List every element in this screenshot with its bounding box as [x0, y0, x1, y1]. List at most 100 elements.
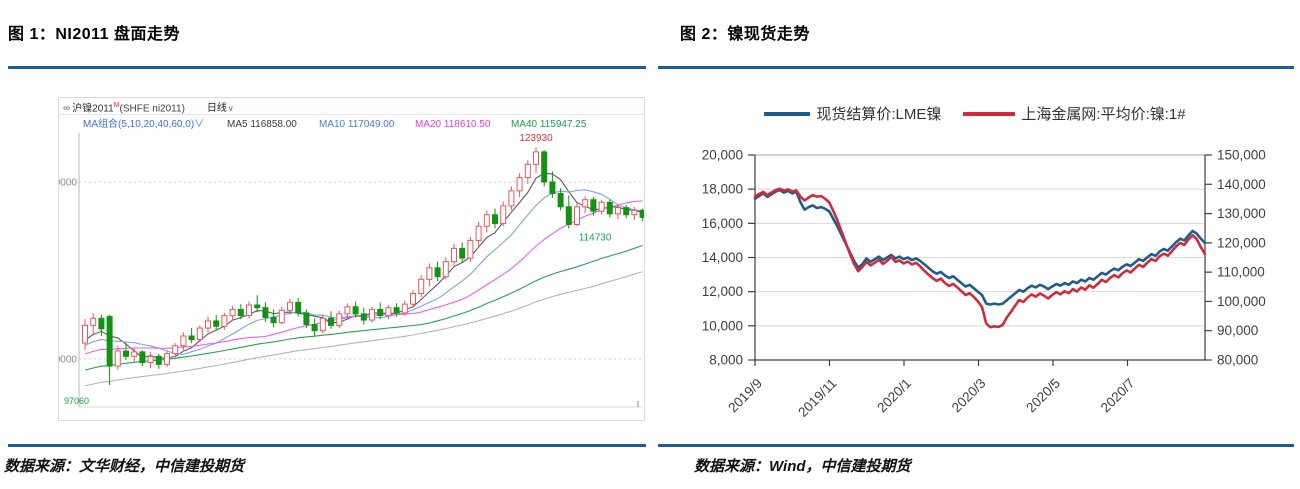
- ma-group-label: MA组合(5,10,20,40,60,0)∨: [83, 117, 204, 130]
- candle: [615, 207, 621, 215]
- figure-1: 图 1：NI2011 盘面走势 ∞ 沪镍2011M(SHFE ni2011) 日线∨…: [4, 26, 646, 475]
- figure-2-bottom-rule: [658, 444, 1294, 447]
- candle: [500, 205, 507, 225]
- chart-legend: 现货结算价:LME镍 上海金属网:平均价:镍:1#: [650, 103, 1300, 124]
- candle: [237, 308, 244, 317]
- candle: [213, 320, 220, 327]
- candle: [295, 301, 302, 314]
- candle: [90, 317, 97, 326]
- figure-1-bottom-rule: [8, 444, 646, 447]
- low-price-label: 97060: [64, 396, 89, 406]
- candle: [639, 209, 644, 218]
- x-axis-label: 2019/9: [725, 376, 765, 416]
- candle: [155, 355, 162, 365]
- candle: [311, 323, 318, 332]
- contract-code: (SHFE ni2011): [119, 103, 185, 115]
- candle: [557, 193, 564, 208]
- candle: [328, 317, 334, 326]
- x-axis-label: 2020/7: [1098, 376, 1138, 416]
- right-axis-label: 80,000: [1217, 353, 1258, 368]
- x-axis-label: 2020/3: [949, 376, 989, 416]
- contract-name: 沪镍2011: [72, 103, 114, 115]
- legend-label-lme: 现货结算价:LME镍: [816, 106, 942, 123]
- figure-1-title: 图 1：NI2011 盘面走势: [8, 26, 181, 43]
- candle: [467, 239, 474, 259]
- terminal-header: ∞ 沪镍2011M(SHFE ni2011) 日线∨: [59, 98, 644, 115]
- candle: [131, 351, 138, 357]
- candle: [270, 316, 277, 324]
- candle: [410, 293, 416, 305]
- right-axis-label: 120,000: [1217, 235, 1266, 250]
- candle: [590, 199, 597, 212]
- candle: [262, 307, 269, 318]
- figure-1-source: 数据来源：文华财经，中信建投期货: [4, 458, 245, 475]
- shmet-line-swatch: [963, 111, 1016, 116]
- left-axis-label: 16,000: [702, 216, 743, 231]
- figure-2-source: 数据来源：Wind，中信建投期货: [694, 458, 911, 475]
- ma-value-ma40: MA40 115947.25: [511, 119, 587, 130]
- swing-low-label: 114730: [579, 233, 612, 244]
- candle: [434, 267, 441, 278]
- ma-value-ma10: MA10 117049.00: [319, 119, 395, 130]
- lme-series-line: [753, 188, 1207, 306]
- candle: [508, 190, 515, 207]
- candle: [139, 351, 146, 364]
- figure-2-title: 图 2：镍现货走势: [680, 26, 810, 43]
- right-axis-label: 140,000: [1217, 177, 1266, 192]
- x-axis-label: 2019/11: [795, 376, 839, 420]
- candle: [303, 312, 310, 325]
- right-axis-label: 100,000: [1217, 294, 1266, 309]
- candle: [360, 313, 367, 321]
- ma60-line: [84, 271, 643, 387]
- ni2011-terminal-chart: ∞沪镍2011M(SHFE ni2011) 日线∨ 120000 100000 MA组…: [58, 97, 645, 421]
- right-axis-label: 90,000: [1217, 323, 1258, 338]
- candle: [246, 304, 252, 317]
- candle: [385, 307, 392, 317]
- ma-value-ma5: MA5 116858.00: [227, 119, 297, 130]
- candle: [565, 206, 572, 225]
- x-axis-label: 2020/5: [1023, 376, 1063, 416]
- candle: [623, 207, 630, 216]
- candle: [98, 317, 105, 330]
- candle: [229, 308, 236, 317]
- left-axis-label: 8,000: [709, 353, 743, 368]
- y-axis-label: 100000: [59, 355, 77, 366]
- candle: [377, 308, 384, 317]
- right-axis-label: 110,000: [1217, 265, 1265, 280]
- candle: [336, 313, 343, 326]
- candle: [352, 306, 359, 315]
- left-axis-label: 20,000: [702, 148, 743, 163]
- candle: [106, 316, 113, 367]
- candle: [172, 345, 179, 355]
- left-axis-label: 18,000: [702, 182, 743, 197]
- candle: [533, 151, 539, 165]
- left-axis-label: 10,000: [702, 318, 743, 333]
- candle: [205, 320, 211, 329]
- candle: [369, 308, 375, 321]
- period-selector: 日线∨: [206, 103, 234, 115]
- candle: [492, 214, 498, 225]
- candle: [459, 247, 466, 259]
- candle: [426, 267, 433, 280]
- chevron-down-icon: ∨: [227, 104, 234, 114]
- figure-1-top-rule: [8, 66, 646, 69]
- y-axis-label: 120000: [59, 178, 77, 189]
- candle: [254, 304, 261, 309]
- spot-price-line-chart: 20,000 18,000 16,000 14,000 12,000 10,000 8,00…: [702, 148, 1266, 420]
- shmet-series-line: [753, 187, 1207, 329]
- legend-label-shmet: 上海金属网:平均价:镍:1#: [1021, 106, 1186, 123]
- candle: [287, 301, 293, 311]
- candle: [319, 317, 326, 332]
- candle: [442, 261, 449, 278]
- candle: [221, 315, 228, 327]
- candle: [393, 307, 400, 314]
- right-axis-label: 150,000: [1217, 148, 1266, 163]
- candle: [82, 324, 88, 344]
- left-axis-label: 14,000: [702, 250, 743, 265]
- figure-2: 图 2：镍现货走势 现货结算价:LME镍 上海金属网:平均价:镍:1# 20,0…: [650, 0, 1300, 489]
- candle: [475, 225, 482, 241]
- candle: [418, 278, 425, 295]
- candle: [606, 201, 613, 215]
- candle: [451, 247, 457, 263]
- candle: [147, 355, 154, 364]
